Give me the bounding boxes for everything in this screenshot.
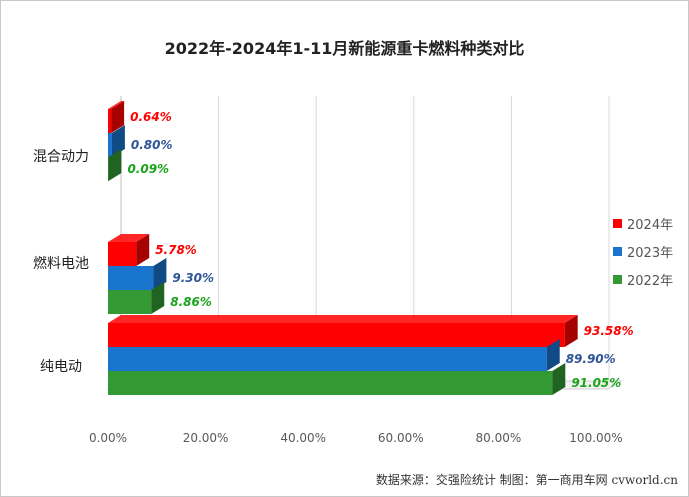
category-label: 燃料电池 bbox=[33, 255, 89, 272]
bar-side bbox=[111, 101, 125, 133]
legend-label-2023: 2023年 bbox=[627, 246, 674, 261]
bar bbox=[108, 101, 125, 133]
bar bbox=[108, 258, 167, 290]
legend-swatch-2023 bbox=[613, 247, 622, 256]
bar-front bbox=[108, 347, 547, 371]
bar-front bbox=[108, 109, 112, 133]
bar bbox=[108, 315, 578, 347]
legend-item-2024: 2024年 bbox=[613, 214, 673, 233]
x-tick-label: 0.00% bbox=[89, 431, 127, 445]
chart-title: 2022年-2024年1-11月新能源重卡燃料种类对比 bbox=[164, 39, 525, 58]
bar-side bbox=[552, 363, 566, 395]
bar-front bbox=[108, 266, 154, 290]
bar bbox=[108, 234, 150, 266]
bar-side bbox=[153, 258, 167, 290]
bar-side bbox=[151, 282, 165, 314]
bar bbox=[108, 339, 560, 371]
bar-front bbox=[108, 290, 152, 314]
legend-item-2022: 2022年 bbox=[613, 270, 673, 289]
data-label: 93.58% bbox=[584, 324, 634, 338]
data-label: 9.30% bbox=[172, 271, 214, 285]
bar-side bbox=[564, 315, 578, 347]
bar-side bbox=[136, 234, 150, 266]
data-labels: 0.64% 0.80% 0.09% 5.78% 9.30% 8.86% 93.58% 89.9… bbox=[127, 110, 633, 390]
category-label: 纯电动 bbox=[40, 359, 82, 375]
data-label: 0.80% bbox=[131, 138, 173, 152]
source-note: 数据来源：交强险统计 制图：第一商用车网 cvworld.cn bbox=[375, 473, 678, 487]
bar-front bbox=[108, 157, 109, 181]
bar-front bbox=[108, 133, 112, 157]
bar-front bbox=[108, 323, 565, 347]
legend-label-2022: 2022年 bbox=[627, 274, 674, 289]
bar bbox=[108, 282, 165, 314]
legend-swatch-2024 bbox=[613, 219, 622, 228]
x-tick-label: 60.00% bbox=[378, 431, 424, 445]
legend-item-2023: 2023年 bbox=[613, 242, 673, 261]
data-label: 91.05% bbox=[571, 376, 621, 390]
legend-swatch-2022 bbox=[613, 275, 622, 284]
bar-top bbox=[108, 234, 150, 242]
bar bbox=[108, 363, 566, 395]
gridline-floor bbox=[595, 380, 610, 390]
bar-top bbox=[108, 101, 125, 109]
x-tick-label: 100.00% bbox=[569, 431, 622, 445]
bar-side bbox=[108, 149, 122, 181]
bars bbox=[108, 101, 578, 395]
bar-side bbox=[111, 125, 125, 157]
x-tick-label: 80.00% bbox=[476, 431, 522, 445]
bar-top bbox=[108, 315, 578, 323]
x-tick-label: 40.00% bbox=[280, 431, 326, 445]
data-label: 8.86% bbox=[170, 295, 212, 309]
x-tick-label: 20.00% bbox=[183, 431, 229, 445]
bar bbox=[108, 149, 122, 181]
bar-front bbox=[108, 371, 553, 395]
data-label: 89.90% bbox=[566, 352, 616, 366]
bar bbox=[108, 125, 125, 157]
legend-label-2024: 2024年 bbox=[627, 218, 674, 233]
bar-front bbox=[108, 242, 137, 266]
data-label: 0.09% bbox=[127, 162, 169, 176]
bar-side bbox=[546, 339, 560, 371]
axes: 0.00% 20.00% 40.00% 60.00% 80.00% 100.00% 混合动力… bbox=[33, 149, 623, 445]
category-label: 混合动力 bbox=[33, 149, 89, 165]
data-label: 0.64% bbox=[130, 110, 172, 124]
data-label: 5.78% bbox=[155, 243, 197, 257]
